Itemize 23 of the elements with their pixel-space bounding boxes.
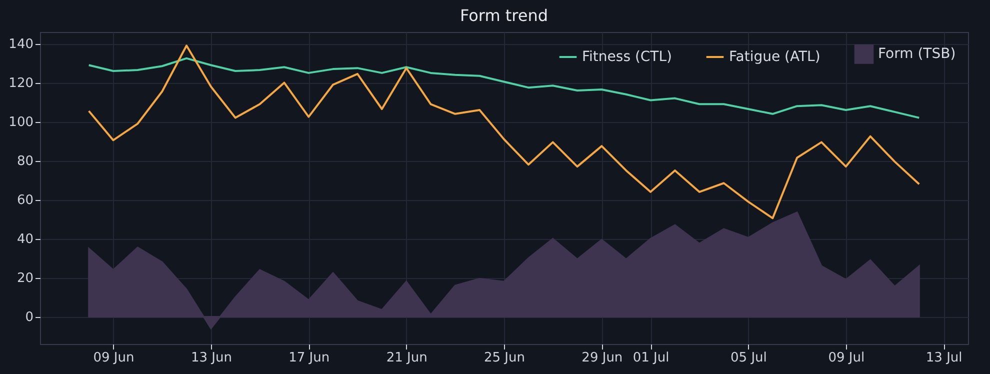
x-tick-label: 13 Jul (926, 350, 962, 366)
x-tick-label: 17 Jun (288, 350, 330, 366)
legend-label: Form (TSB) (878, 46, 956, 62)
x-tick-label: 09 Jun (93, 350, 134, 366)
y-tick-label: 60 (16, 193, 34, 208)
chart-title: Form trend (460, 6, 548, 25)
x-tick-label: 29 Jun (582, 350, 623, 366)
x-tick-label: 25 Jun (484, 350, 525, 366)
x-tick-label: 05 Jul (730, 350, 767, 366)
legend-label: Fatigue (ATL) (729, 49, 820, 65)
legend-label: Fitness (CTL) (582, 49, 672, 65)
y-tick-label: 100 (8, 115, 34, 130)
y-tick-label: 80 (16, 154, 34, 170)
y-tick-label: 20 (16, 271, 34, 286)
line-series (88, 44, 920, 220)
y-tick-label: 140 (8, 37, 34, 52)
x-tick-label: 01 Jul (632, 350, 670, 366)
x-tick-label: 09 Jul (828, 350, 865, 366)
y-tick-label: 120 (8, 76, 34, 92)
x-tick-label: 21 Jun (386, 350, 428, 366)
y-tick-label: 0 (25, 310, 34, 326)
x-tick-label: 13 Jun (190, 350, 232, 366)
y-tick-label: 40 (16, 232, 34, 248)
